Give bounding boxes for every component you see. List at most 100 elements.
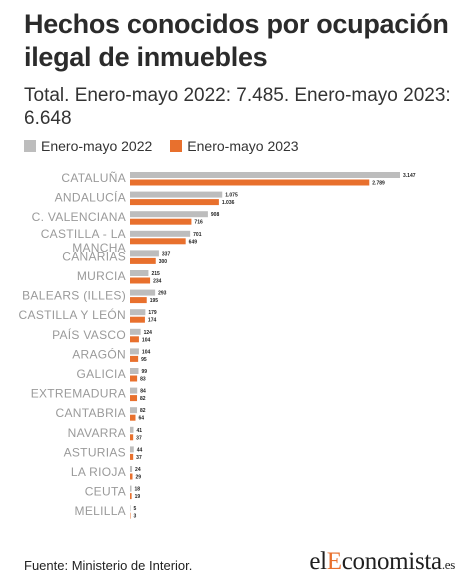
category-label-c-valenciana: C. VALENCIANA	[32, 210, 126, 224]
legend-item-2023: Enero-mayo 2023	[170, 138, 299, 154]
category-label-andalucia: ANDALUCÍA	[55, 190, 126, 205]
value-label-2022-cantabria: 82	[140, 408, 146, 414]
category-label-extremadura: EXTREMADURA	[31, 387, 126, 401]
value-label-2023-cataluna: 2.789	[372, 181, 385, 187]
bar-2022-galicia	[130, 368, 139, 374]
category-group-la-rioja: LA RIOJA 24 29	[71, 465, 141, 481]
category-label-aragon: ARAGÓN	[72, 346, 126, 361]
category-label-asturias: ASTURIAS	[64, 445, 126, 459]
value-label-2022-pais-vasco: 124	[144, 330, 153, 336]
category-group-c-valenciana: C. VALENCIANA 908 716	[32, 210, 220, 226]
value-label-2022-galicia: 99	[141, 369, 147, 375]
value-label-2023-cantabria: 64	[138, 416, 144, 422]
bar-2023-balears-illes	[130, 297, 147, 304]
bar-2023-pais-vasco	[130, 336, 139, 343]
value-label-2022-cataluna: 3.147	[403, 173, 416, 179]
category-label-la-rioja: LA RIOJA	[71, 465, 126, 479]
value-label-2022-murcia: 215	[151, 271, 160, 277]
category-group-castilla-y-leon: CASTILLA Y LEÓN 179 174	[19, 307, 157, 324]
category-group-melilla: MELILLA 5 3	[75, 504, 137, 520]
category-label-castilla-la-mancha: CASTILLA - LA MANCHA	[41, 227, 126, 255]
value-label-2023-pais-vasco: 104	[142, 337, 151, 343]
value-label-2022-la-rioja: 24	[135, 467, 141, 473]
category-group-cataluna: CATALUÑA 3.147 2.789	[61, 171, 415, 187]
value-label-2023-murcia: 234	[153, 279, 162, 285]
value-label-2023-aragon: 95	[141, 357, 147, 363]
value-label-2023-extremadura: 82	[140, 396, 146, 402]
legend-swatch-2023	[170, 140, 183, 152]
logo-accent: E	[326, 548, 342, 575]
category-group-asturias: ASTURIAS 44 37	[64, 445, 143, 461]
bar-2023-andalucia	[130, 199, 219, 206]
bar-2023-ceuta	[130, 493, 132, 500]
category-group-galicia: GALICIA 99 83	[77, 367, 148, 383]
bar-2023-navarra	[130, 434, 134, 441]
category-label-pais-vasco: PAÍS VASCO	[52, 327, 126, 342]
value-label-2022-castilla-y-leon: 179	[148, 310, 157, 316]
category-label-balears-illes: BALEARS (ILLES)	[22, 289, 126, 303]
category-label-canarias: CANARIAS	[62, 249, 126, 263]
value-label-2023-castilla-la-mancha: 649	[189, 239, 198, 245]
category-group-canarias: CANARIAS 337 300	[62, 249, 170, 265]
logo-mid: conomista	[341, 548, 442, 575]
value-label-2023-balears-illes: 195	[150, 298, 159, 304]
bar-2022-canarias	[130, 250, 159, 257]
logo-prefix: el	[309, 548, 327, 575]
bar-2023-cantabria	[130, 414, 136, 421]
bar-2022-c-valenciana	[130, 211, 208, 218]
legend: Enero-mayo 2022 Enero-mayo 2023	[24, 138, 317, 154]
bar-2023-extremadura	[130, 395, 138, 402]
bar-2022-cantabria	[130, 407, 138, 414]
value-label-2022-canarias: 337	[162, 251, 171, 257]
bar-2022-ceuta	[130, 485, 132, 492]
bar-2022-navarra	[130, 426, 134, 433]
bar-2023-asturias	[130, 453, 134, 460]
category-label-galicia: GALICIA	[77, 367, 126, 381]
value-label-2023-navarra: 37	[136, 435, 142, 441]
bar-2023-c-valenciana	[130, 218, 192, 225]
bar-2022-asturias	[130, 446, 134, 453]
bar-2022-cataluna	[130, 172, 400, 178]
bar-2023-castilla-y-leon	[130, 316, 145, 323]
value-label-2023-castilla-y-leon: 174	[148, 318, 157, 324]
bar-2023-canarias	[130, 257, 156, 264]
value-label-2022-navarra: 41	[137, 428, 143, 434]
source-note: Fuente: Ministerio de Interior.	[24, 558, 193, 573]
value-label-2022-andalucia: 1.075	[225, 193, 238, 199]
bar-2023-melilla	[130, 512, 131, 519]
bar-2022-pais-vasco	[130, 328, 141, 335]
bar-2022-balears-illes	[130, 289, 156, 296]
legend-label-2022: Enero-mayo 2022	[41, 138, 153, 154]
value-label-2022-aragon: 104	[142, 349, 151, 355]
category-label-navarra: NAVARRA	[68, 426, 126, 440]
category-label-castilla-y-leon: CASTILLA Y LEÓN	[19, 307, 126, 322]
bar-2023-murcia	[130, 277, 151, 284]
chart-subtitle: Total. Enero-mayo 2022: 7.485. Enero-may…	[24, 85, 451, 129]
value-label-2022-extremadura: 84	[140, 389, 146, 395]
value-label-2023-la-rioja: 29	[135, 475, 141, 481]
value-label-2023-canarias: 300	[159, 259, 168, 265]
value-label-2022-c-valenciana: 908	[211, 212, 220, 218]
value-label-2023-c-valenciana: 716	[194, 220, 203, 226]
logo-suffix: .es	[441, 557, 455, 572]
bar-2022-la-rioja	[130, 466, 133, 472]
bar-2022-murcia	[130, 270, 149, 276]
bar-2023-castilla-la-mancha	[130, 238, 186, 245]
legend-item-2022: Enero-mayo 2022	[24, 138, 152, 154]
bar-2023-la-rioja	[130, 473, 133, 480]
value-label-2022-melilla: 5	[134, 506, 137, 512]
chart-title: Hechos conocidos por ocupación ilegal de…	[24, 9, 449, 72]
value-label-2023-ceuta: 19	[135, 494, 141, 500]
publisher-logo: elEconomista.es	[309, 548, 455, 576]
category-label-melilla: MELILLA	[75, 504, 126, 518]
value-label-2022-castilla-la-mancha: 701	[193, 232, 202, 238]
category-label-cantabria: CANTABRIA	[56, 406, 127, 420]
value-label-2022-balears-illes: 293	[158, 291, 167, 297]
bar-2022-melilla	[130, 505, 131, 512]
